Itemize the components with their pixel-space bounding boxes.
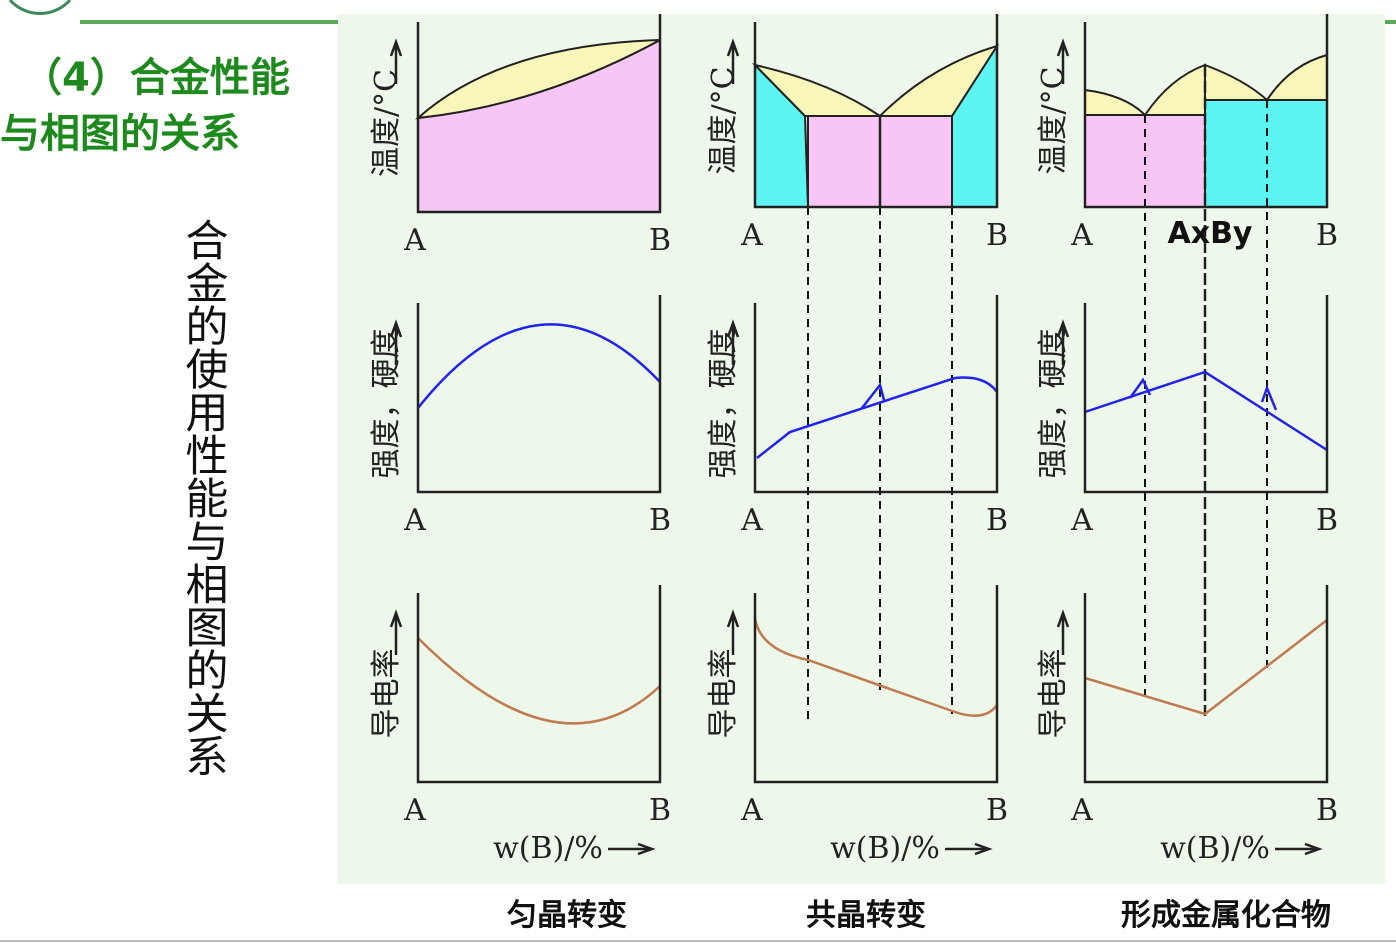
axis xyxy=(416,14,662,214)
axis-arrow xyxy=(1056,38,1070,84)
axis-end-label: B xyxy=(1316,503,1338,538)
y-axis-label: 导电率 xyxy=(369,649,404,739)
axis xyxy=(416,295,662,494)
y-axis-label: 导电率 xyxy=(1036,649,1071,739)
axis-arrow xyxy=(1275,842,1323,856)
y-axis-label: 导电率 xyxy=(706,649,741,739)
caption: 共晶转变 xyxy=(806,898,926,933)
x-axis-label: w(B)/% xyxy=(493,831,603,866)
y-axis-label: 强度，硬度 xyxy=(706,329,741,479)
axis-end-label: A xyxy=(740,793,763,828)
axis xyxy=(753,295,999,494)
axis-end-label: A xyxy=(1070,218,1093,253)
guide xyxy=(1144,100,1268,695)
axis-arrow xyxy=(389,319,403,365)
axis-end-label: A xyxy=(740,503,763,538)
axis-end-label: B xyxy=(986,218,1008,253)
axis-end-label: A xyxy=(403,223,426,258)
axis-end-label: B xyxy=(649,793,671,828)
curve xyxy=(1084,619,1328,716)
y-axis-label: 强度，硬度 xyxy=(1036,329,1071,479)
curve xyxy=(417,637,661,725)
logo xyxy=(8,0,72,15)
axis-end-label: B xyxy=(986,793,1008,828)
curve xyxy=(1084,370,1328,452)
axis-end-label: B xyxy=(649,503,671,538)
title-line: 与相图的关系 xyxy=(0,111,240,157)
axis-end-label: A xyxy=(403,503,426,538)
y-axis-label: 温度/°C xyxy=(1036,66,1071,174)
axis-end-label: A xyxy=(740,218,763,253)
axis-end-label: B xyxy=(1316,218,1338,253)
axis xyxy=(1083,295,1329,494)
axis xyxy=(1083,14,1329,209)
axis-end-label: A xyxy=(403,793,426,828)
axis-arrow xyxy=(726,609,740,655)
caption: 匀晶转变 xyxy=(507,898,627,933)
axis-end-label: A xyxy=(1070,793,1093,828)
axis-arrow xyxy=(389,609,403,655)
axis-end-label: B xyxy=(649,223,671,258)
compound-label: AxBy xyxy=(1168,216,1253,251)
caption: 形成金属化合物 xyxy=(1121,898,1331,933)
guide xyxy=(807,207,953,720)
axis xyxy=(753,14,999,209)
axis-arrow xyxy=(389,38,403,84)
axis xyxy=(1083,585,1329,784)
y-axis-label: 温度/°C xyxy=(706,66,741,174)
axis xyxy=(753,585,999,784)
axis xyxy=(416,585,662,784)
axis-arrow xyxy=(726,38,740,84)
title-line: （4）合金性能 xyxy=(22,55,290,101)
curve xyxy=(1128,377,1278,411)
title: （4）合金性能 与相图的关系 xyxy=(0,50,290,162)
y-axis-label: 强度，硬度 xyxy=(369,329,404,479)
axis-arrow xyxy=(945,842,993,856)
side-text: 合金的使用性能与相图的关系 xyxy=(178,218,228,777)
curve xyxy=(417,323,661,409)
axis-arrow xyxy=(608,842,656,856)
axis-arrow xyxy=(1056,319,1070,365)
axis-arrow xyxy=(726,319,740,365)
curve xyxy=(861,382,886,409)
axis-end-label: A xyxy=(1070,503,1093,538)
y-axis-label: 温度/°C xyxy=(369,69,404,177)
axis-end-label: B xyxy=(1316,793,1338,828)
curve xyxy=(753,617,999,717)
axis-end-label: B xyxy=(986,503,1008,538)
x-axis-label: w(B)/% xyxy=(830,831,940,866)
x-axis-label: w(B)/% xyxy=(1160,831,1270,866)
axis-arrow xyxy=(1056,609,1070,655)
curve xyxy=(756,376,999,459)
